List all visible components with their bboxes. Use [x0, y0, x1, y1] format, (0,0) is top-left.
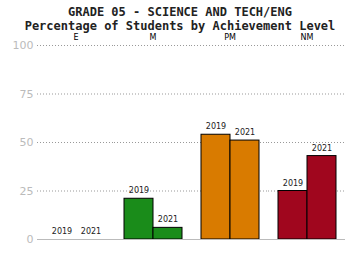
html-text:Percentage of Students by Achi: Percentage of Students by Achievement Le…	[24, 19, 336, 33]
html-text:GRADE 05 - SCIENCE AND TECH/EN: GRADE 05 - SCIENCE AND TECH/ENG	[68, 5, 292, 19]
svg-text:2021: 2021	[312, 144, 332, 153]
svg-text:75: 75	[20, 88, 34, 101]
svg-text:25: 25	[20, 185, 34, 198]
svg-text:2019: 2019	[52, 227, 72, 236]
svg-text:NM: NM	[301, 33, 314, 42]
svg-text:0: 0	[27, 233, 34, 246]
svg-text:2019: 2019	[283, 179, 303, 188]
svg-text:E: E	[73, 33, 78, 42]
svg-text:2021: 2021	[81, 227, 101, 236]
svg-text:50: 50	[20, 136, 34, 149]
svg-text:2021: 2021	[158, 215, 178, 224]
svg-text:M: M	[150, 33, 157, 42]
svg-text:2019: 2019	[129, 186, 149, 195]
svg-text:2019: 2019	[206, 122, 226, 131]
svg-text:2021: 2021	[235, 128, 255, 137]
svg-text:100: 100	[13, 39, 34, 52]
svg-text:PM: PM	[224, 33, 236, 42]
